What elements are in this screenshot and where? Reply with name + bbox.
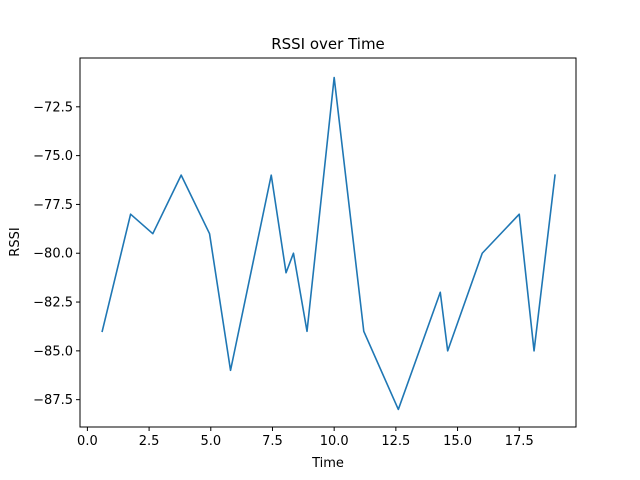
y-axis: −72.5 −75.0 −77.5 −80.0 −82.5 −85.0 −87.5 [33, 100, 80, 408]
y-tick-label: −77.5 [33, 198, 73, 213]
x-tick-label: 7.5 [262, 434, 283, 449]
series-layer [101, 76, 556, 411]
x-tick-label: 5.0 [200, 434, 221, 449]
x-axis-label: Time [311, 456, 344, 471]
x-tick-label: 12.5 [381, 434, 410, 449]
y-tick-label: −87.5 [33, 393, 73, 408]
y-tick-label: −85.0 [33, 344, 73, 359]
y-tick-label: −72.5 [33, 100, 73, 115]
series-line [101, 76, 556, 411]
x-tick-label: 2.5 [139, 434, 160, 449]
x-tick-label: 15.0 [443, 434, 472, 449]
chart-title: RSSI over Time [271, 35, 385, 53]
x-tick-label: 10.0 [320, 434, 349, 449]
x-tick-label: 0.0 [77, 434, 98, 449]
x-tick-label: 17.5 [505, 434, 534, 449]
y-tick-label: −82.5 [33, 296, 73, 311]
y-tick-label: −75.0 [33, 149, 73, 164]
y-tick-label: −80.0 [33, 247, 73, 262]
x-axis: 0.0 2.5 5.0 7.5 10.0 12.5 15.0 17.5 [77, 427, 534, 449]
axes-frame [79, 57, 577, 428]
y-axis-label: RSSI [8, 227, 23, 256]
